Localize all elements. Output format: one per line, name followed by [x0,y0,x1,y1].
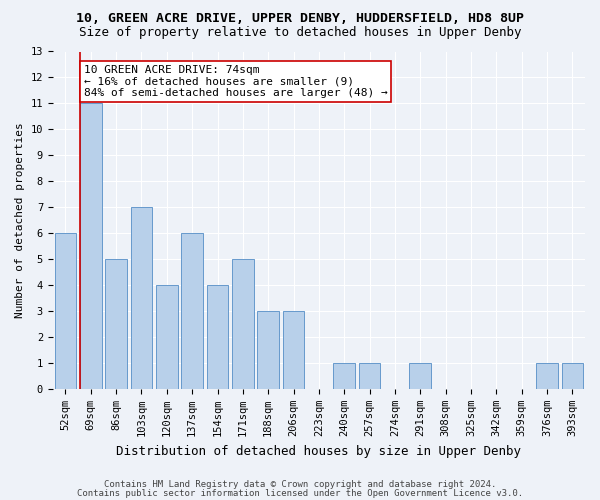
Bar [80,104,101,389]
Text: 10, GREEN ACRE DRIVE, UPPER DENBY, HUDDERSFIELD, HD8 8UP: 10, GREEN ACRE DRIVE, UPPER DENBY, HUDDE… [76,12,524,26]
Bar [55,233,76,389]
Text: Contains public sector information licensed under the Open Government Licence v3: Contains public sector information licen… [77,488,523,498]
Bar [156,285,178,389]
X-axis label: Distribution of detached houses by size in Upper Denby: Distribution of detached houses by size … [116,444,521,458]
Bar [181,233,203,389]
Bar [232,259,254,389]
Y-axis label: Number of detached properties: Number of detached properties [15,122,25,318]
Bar [359,363,380,389]
Text: 10 GREEN ACRE DRIVE: 74sqm
← 16% of detached houses are smaller (9)
84% of semi-: 10 GREEN ACRE DRIVE: 74sqm ← 16% of deta… [84,65,388,98]
Bar [562,363,583,389]
Text: Contains HM Land Registry data © Crown copyright and database right 2024.: Contains HM Land Registry data © Crown c… [104,480,496,489]
Bar [106,259,127,389]
Text: Size of property relative to detached houses in Upper Denby: Size of property relative to detached ho… [79,26,521,39]
Bar [409,363,431,389]
Bar [257,311,279,389]
Bar [131,207,152,389]
Bar [207,285,228,389]
Bar [283,311,304,389]
Bar [334,363,355,389]
Bar [536,363,558,389]
